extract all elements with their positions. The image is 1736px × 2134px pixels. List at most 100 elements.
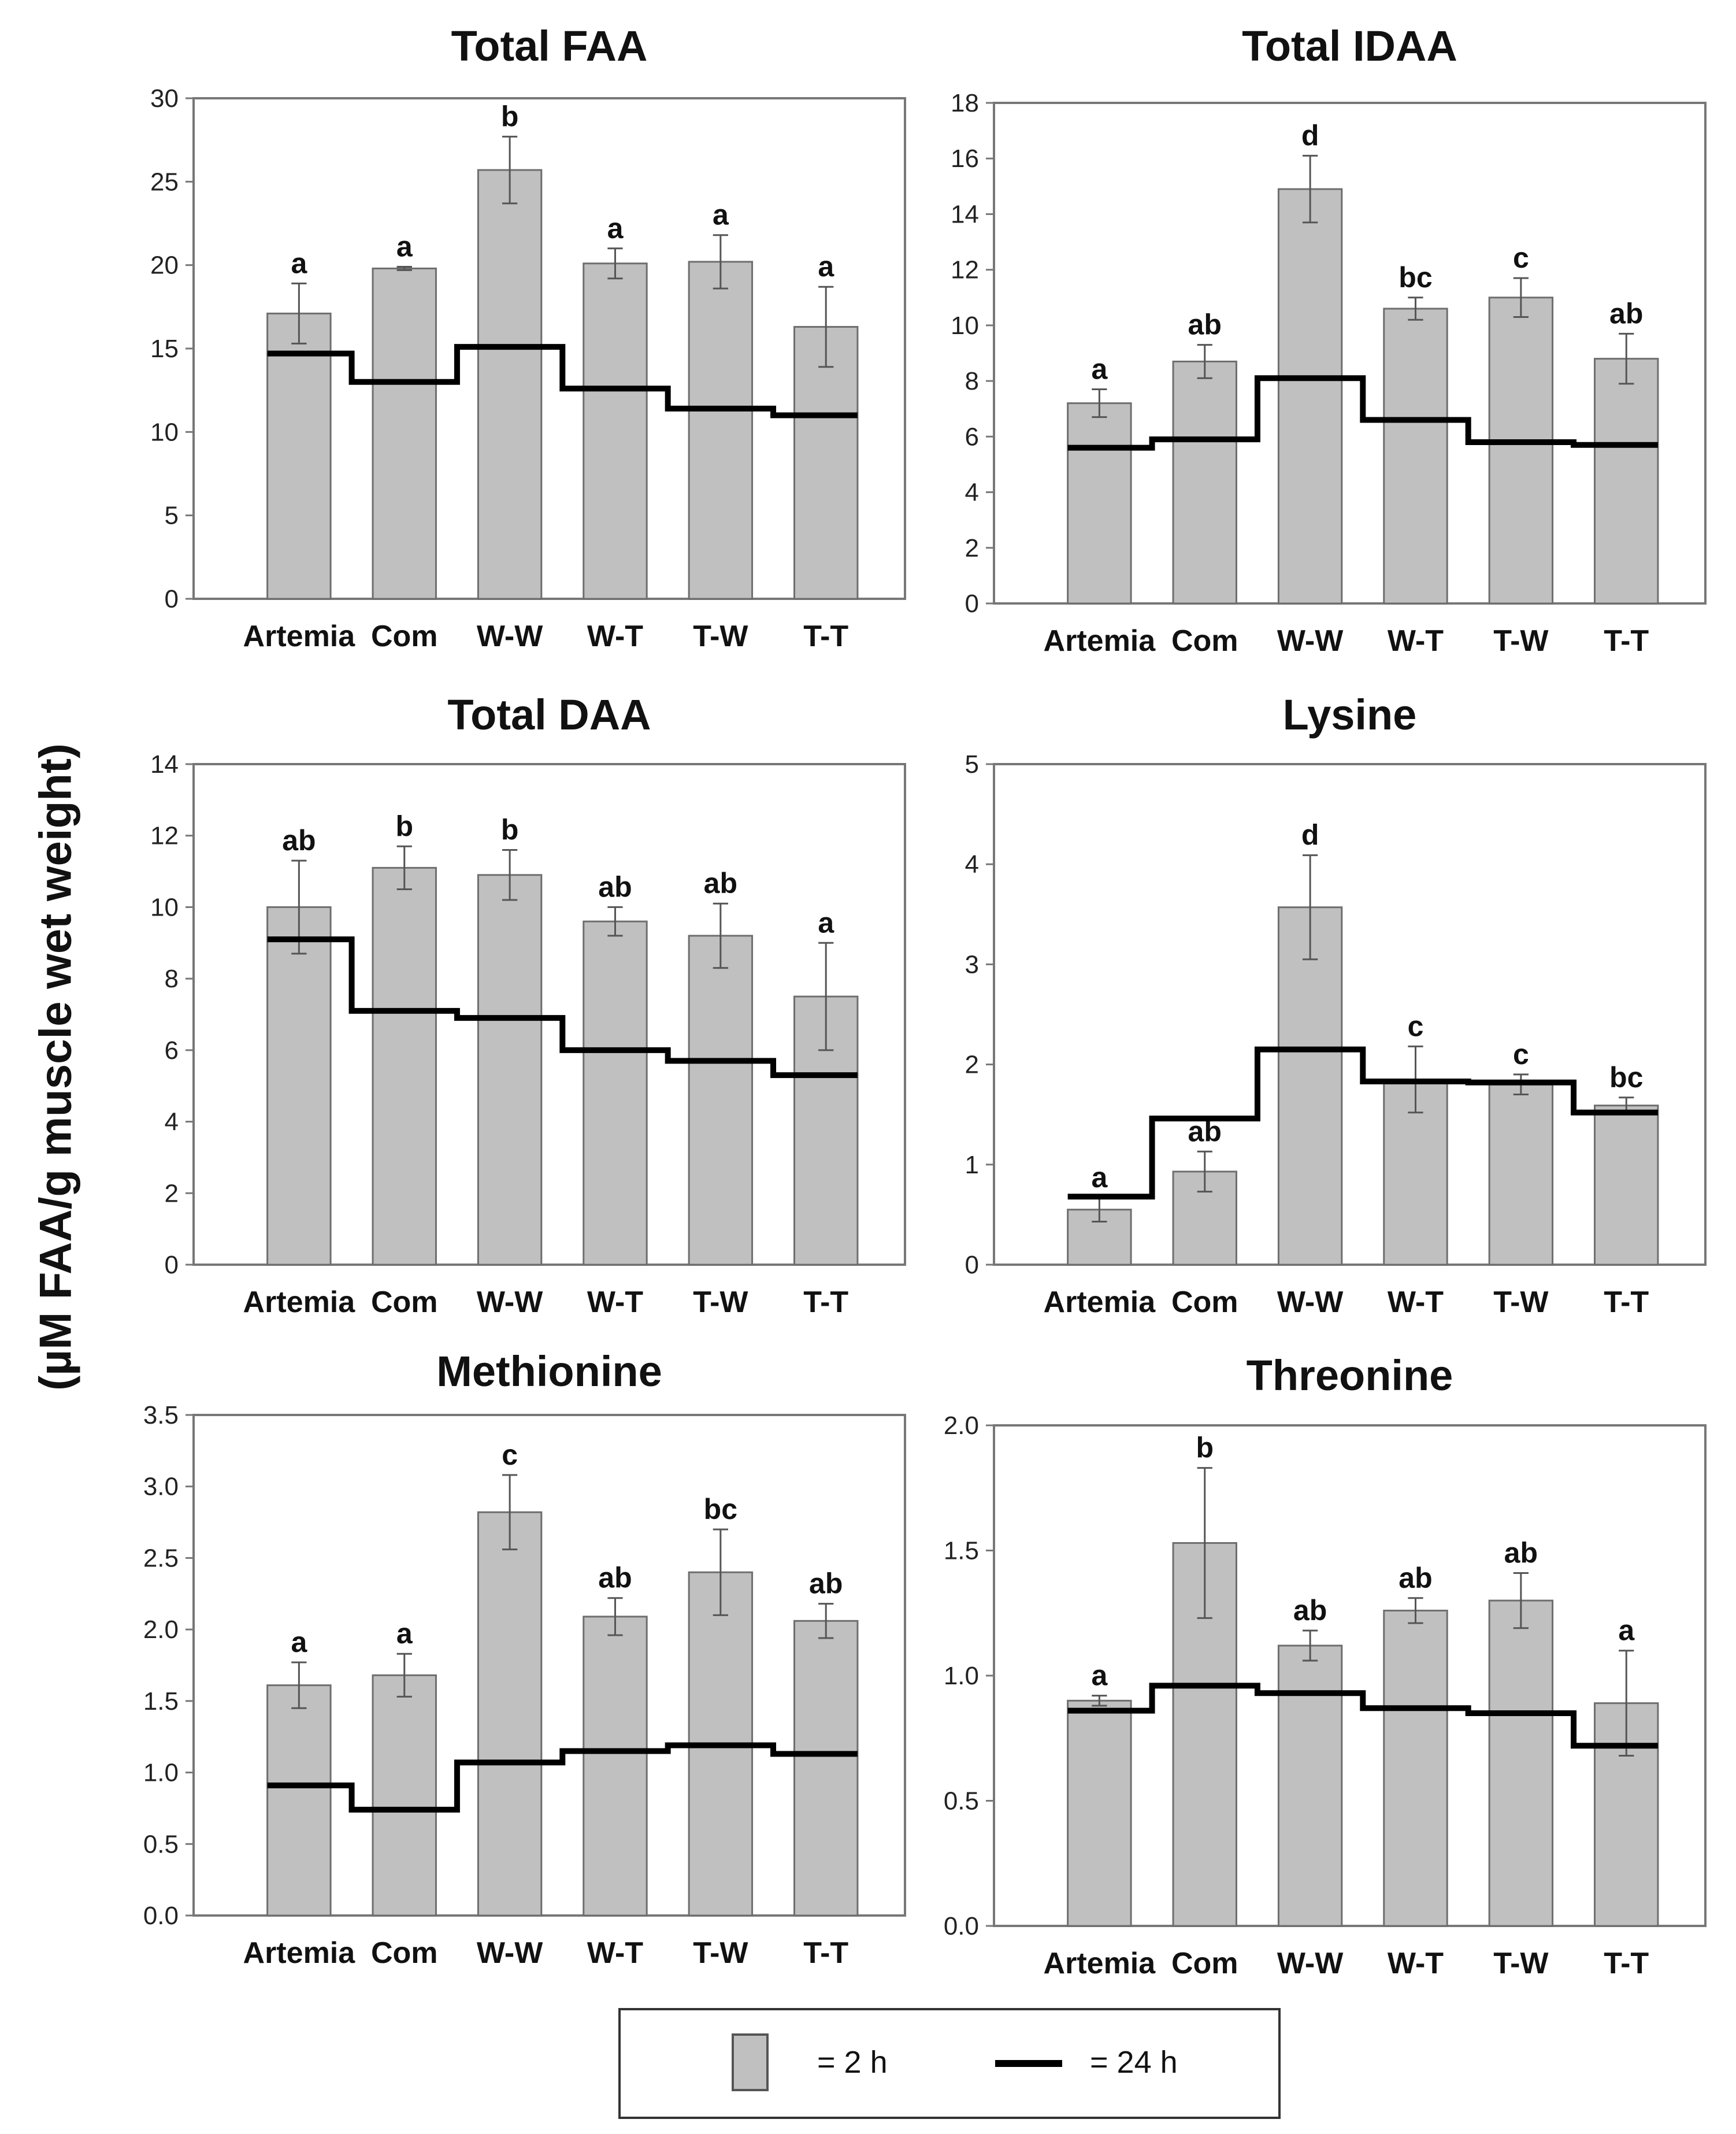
series-line-24h [1067,375,1658,451]
significance-label: c [1408,1010,1424,1042]
significance-label: a [1091,1659,1108,1692]
y-tick-label: 4 [965,479,979,507]
x-tick-label: Artemia [243,1285,356,1319]
y-tick-label: 1.0 [143,1759,179,1787]
significance-label: a [291,247,307,279]
y-tick-label: 4 [165,1108,179,1136]
x-tick-label: Com [371,1285,438,1319]
significance-label: ab [704,867,737,899]
y-tick-label: 2.5 [143,1544,179,1572]
x-tick-label: Com [371,620,438,653]
y-tick-label: 3.0 [143,1473,179,1501]
x-tick-label: Artemia [1044,1285,1156,1319]
y-tick-label: 1.5 [143,1687,179,1716]
bar [583,262,648,600]
y-tick-label: 2 [165,1179,179,1207]
bar [266,312,332,600]
x-tick-label: T-T [803,1285,848,1319]
plot-frame [192,763,906,1266]
bar [1383,307,1448,605]
bar [372,1674,437,1917]
x-tick-label: W-W [477,1936,543,1970]
chart-title: Total DAA [447,691,651,739]
y-tick-label: 3.5 [143,1401,179,1429]
x-tick-label: W-T [1388,1947,1444,1980]
x-tick-label: T-W [1493,624,1549,658]
x-tick-label: W-T [587,1285,643,1319]
x-tick-label: Com [371,1936,438,1970]
bar [583,1616,648,1917]
x-tick-label: W-T [1388,1285,1444,1319]
x-tick-label: Com [1171,624,1238,658]
y-tick-label: 0.5 [944,1787,979,1816]
significance-label: bc [1399,261,1432,294]
y-tick-label: 2.0 [143,1616,179,1644]
x-tick-label: Artemia [1044,624,1156,658]
y-tick-label: 5 [965,750,979,779]
y-tick-label: 0.0 [143,1902,179,1930]
y-tick-label: 8 [165,965,179,993]
x-tick-label: T-T [1604,1285,1649,1319]
chart-title: Total IDAA [1242,22,1457,70]
x-tick-label: Com [1171,1947,1238,1980]
legend-box [618,2008,1281,2119]
y-tick-label: 30 [150,84,179,113]
x-tick-label: W-W [1277,1285,1344,1319]
significance-label: a [607,212,624,244]
y-tick-label: 18 [951,89,979,117]
bar [477,1511,543,1917]
y-tick-label: 4 [965,850,979,879]
x-tick-label: W-T [587,1936,643,1970]
x-tick-label: Artemia [243,620,356,653]
y-tick-label: 12 [150,822,179,850]
legend: = 2 h = 24 h [618,2008,1281,2119]
bar [372,866,437,1266]
bar [583,920,648,1266]
x-tick-label: W-W [477,1285,543,1319]
legend-bar-label: = 2 h [817,2045,888,2080]
y-tick-label: 2 [965,534,979,562]
y-tick-label: 1 [965,1151,979,1179]
significance-label: ab [1188,309,1222,341]
x-tick-label: Artemia [1044,1947,1156,1980]
x-tick-label: Com [1171,1285,1238,1319]
y-tick-label: 0 [165,585,179,613]
significance-label: ab [1504,1536,1538,1569]
significance-label: c [1513,1038,1529,1070]
y-tick-label: 1.0 [944,1662,979,1690]
bar [1277,906,1343,1266]
y-tick-label: 25 [150,168,179,196]
chart-title: Lysine [1283,691,1417,739]
significance-label: c [1513,242,1529,274]
y-tick-label: 0 [965,1251,979,1279]
bar [1594,358,1659,605]
bar [372,267,437,600]
chart-panel: Total FAA 0 5 10 15 20 25 30 a a b a a a Artemia Com W-W… [150,22,906,653]
bar [1172,360,1237,605]
significance-label: ab [598,1562,632,1594]
bar [1594,1105,1659,1266]
bar [1067,402,1132,605]
plot-frame [993,102,1707,605]
significance-label: a [396,1617,413,1650]
significance-label: b [395,810,413,842]
significance-label: a [396,231,413,263]
bar [688,261,754,600]
significance-label: ab [1609,297,1643,329]
x-tick-label: W-W [1277,1947,1344,1980]
significance-label: d [1301,819,1319,851]
chart-panel: Total DAA 0 2 4 6 8 10 12 14 ab b b ab ab a Artemia Com W… [150,691,906,1319]
bar [1277,1644,1343,1927]
bar [793,1620,859,1917]
legend-line-label: = 24 h [1090,2045,1178,2080]
bar [266,1684,332,1917]
x-tick-label: T-W [1493,1947,1549,1980]
y-tick-label: 14 [951,200,979,228]
significance-label: ab [809,1568,843,1600]
series-line-24h [267,1742,858,1813]
x-tick-label: T-T [1604,1947,1649,1980]
significance-label: ab [1293,1594,1327,1627]
